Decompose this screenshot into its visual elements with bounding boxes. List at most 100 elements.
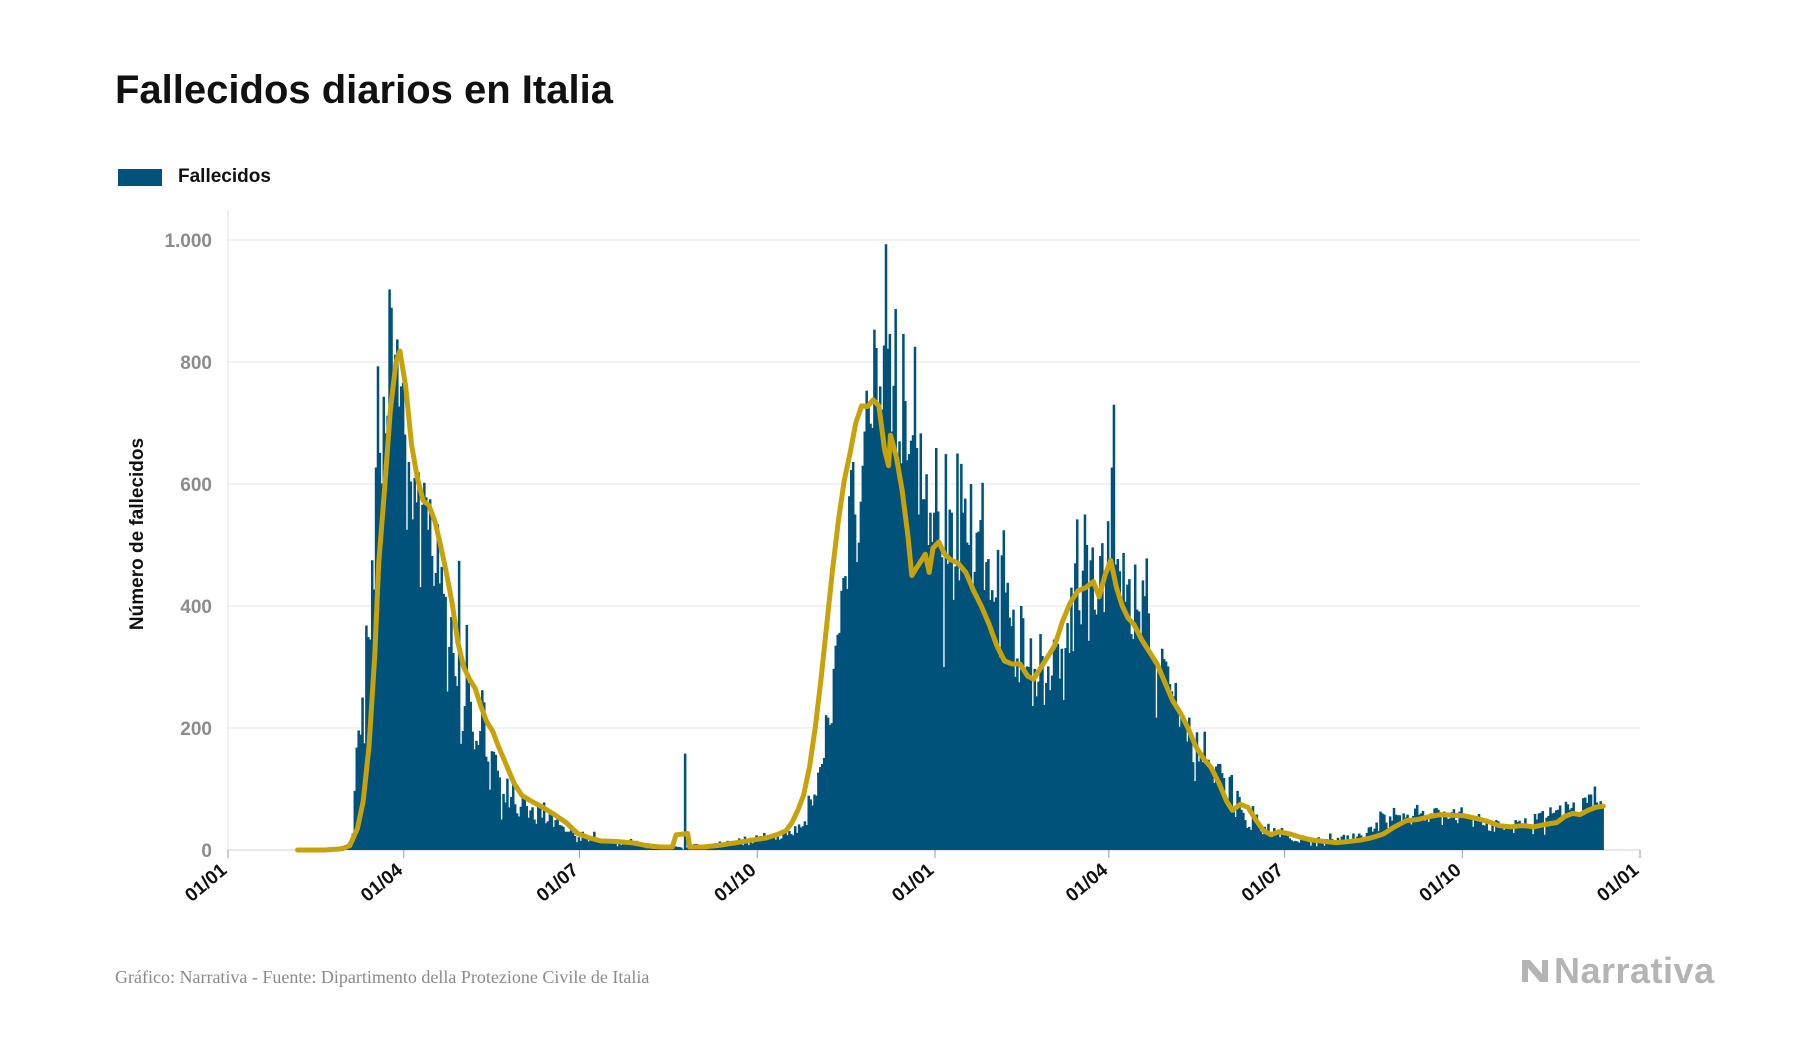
bar	[1371, 831, 1375, 850]
bar	[513, 804, 517, 850]
bar	[413, 477, 416, 850]
bar	[502, 793, 505, 850]
bar	[577, 837, 581, 850]
bar	[1170, 691, 1174, 850]
bar	[1122, 552, 1125, 850]
bar	[421, 504, 424, 850]
bar	[484, 756, 488, 850]
bar	[846, 588, 849, 850]
bar	[1218, 763, 1222, 850]
bar	[919, 433, 923, 850]
bar	[562, 826, 565, 850]
bar	[1255, 814, 1259, 850]
bar	[1466, 816, 1469, 850]
bar	[1556, 809, 1560, 850]
narrativa-logo-icon	[1522, 960, 1548, 982]
bar	[378, 452, 382, 850]
bar	[651, 848, 654, 850]
bar	[554, 820, 557, 850]
bar	[631, 842, 635, 850]
bar	[834, 645, 838, 850]
bar	[751, 843, 754, 850]
bar	[915, 448, 919, 850]
bar	[620, 845, 623, 850]
bar	[384, 433, 387, 850]
bar	[1220, 773, 1224, 850]
bar	[500, 819, 503, 850]
bar	[1259, 831, 1262, 850]
bar	[766, 835, 770, 850]
bar	[917, 514, 921, 850]
bar	[461, 731, 465, 850]
bar	[430, 555, 434, 850]
bar	[1184, 723, 1187, 850]
bar	[1035, 696, 1038, 850]
bar	[1135, 609, 1139, 850]
bar	[1582, 798, 1585, 850]
bar	[544, 823, 548, 850]
bar	[1589, 794, 1593, 850]
bar	[784, 832, 787, 850]
bar	[730, 842, 733, 850]
bar	[1280, 828, 1284, 850]
bar	[407, 462, 411, 850]
bar	[608, 842, 612, 850]
bar	[1155, 717, 1158, 850]
bar	[1288, 838, 1291, 850]
logo-text: Narrativa	[1554, 950, 1715, 991]
bar	[1475, 820, 1479, 850]
bar	[1454, 820, 1458, 850]
bar	[1216, 763, 1220, 850]
bar	[1452, 809, 1456, 850]
bar	[674, 846, 677, 850]
bar	[971, 593, 975, 850]
bar	[871, 427, 874, 850]
bar	[1386, 828, 1390, 850]
bar	[573, 835, 577, 850]
bar	[1023, 674, 1027, 850]
bar	[1164, 661, 1168, 850]
bar	[1298, 842, 1301, 850]
bar	[826, 717, 830, 850]
bar	[861, 465, 865, 850]
bar	[884, 244, 888, 850]
bar	[1580, 815, 1583, 850]
bar	[1284, 834, 1288, 850]
bar	[486, 761, 490, 850]
bar	[994, 597, 998, 850]
bar	[540, 817, 544, 850]
bar	[598, 839, 602, 850]
bar	[492, 751, 496, 850]
bar	[469, 701, 472, 850]
bar	[708, 847, 712, 850]
bar	[434, 573, 438, 850]
bar	[459, 743, 463, 850]
bar	[998, 657, 1002, 850]
bar	[1203, 731, 1206, 850]
bar	[859, 501, 863, 850]
bar	[1019, 606, 1023, 850]
bar	[830, 723, 834, 850]
bar	[710, 847, 714, 850]
bar	[782, 833, 785, 850]
bar	[465, 624, 469, 850]
bar	[652, 848, 656, 850]
bar	[1234, 817, 1237, 850]
bar	[1222, 778, 1226, 850]
bar	[1439, 816, 1442, 850]
bar	[1315, 846, 1319, 850]
bar	[1344, 841, 1347, 850]
bar	[1425, 816, 1429, 850]
bar	[811, 805, 814, 850]
bar	[1564, 801, 1568, 850]
bar	[1470, 818, 1473, 850]
bar	[780, 838, 783, 850]
bar	[401, 382, 405, 850]
bar	[397, 406, 401, 850]
bar	[745, 841, 749, 850]
bar	[969, 484, 973, 850]
bar	[815, 795, 818, 850]
bar	[1601, 807, 1604, 850]
bar	[1531, 834, 1535, 850]
bar	[448, 646, 451, 850]
